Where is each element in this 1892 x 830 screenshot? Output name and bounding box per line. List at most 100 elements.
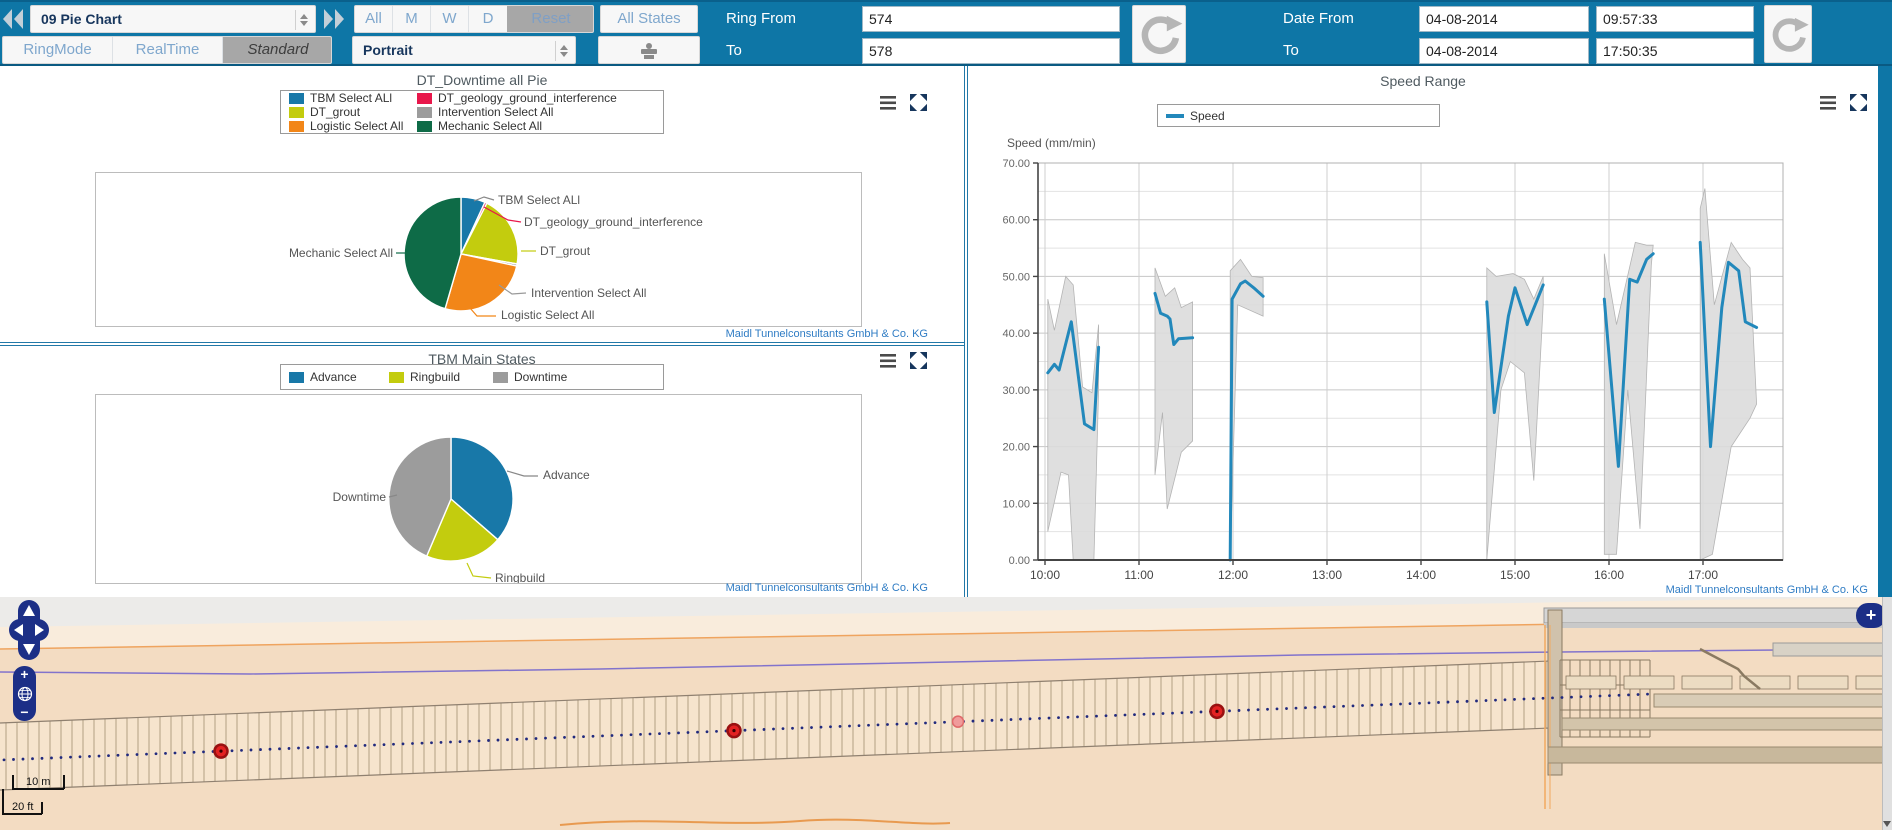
- legend-item: Advance: [289, 370, 385, 384]
- main-states-pie-chart[interactable]: AdvanceDowntimeRingbuild: [96, 395, 861, 583]
- legend-label: DT_geology_ground_interference: [438, 91, 617, 105]
- legend-item: Intervention Select All: [417, 105, 655, 119]
- toolbar: 09 Pie Chart AllMWD Reset All States Rin…: [0, 0, 1892, 66]
- y-tick-label: 40.00: [1002, 328, 1030, 340]
- x-tick-label: 15:00: [1500, 568, 1530, 582]
- map-scrollbar[interactable]: [1882, 597, 1892, 830]
- chart-select-value: 09 Pie Chart: [41, 11, 122, 27]
- legend-swatch: [417, 121, 432, 132]
- scroll-down-icon[interactable]: [1883, 821, 1891, 827]
- watermark: Maidl Tunnelconsultants GmbH & Co. KG: [1666, 584, 1868, 596]
- x-tick-label: 11:00: [1124, 568, 1153, 582]
- map-zoom-control: + −: [13, 666, 36, 721]
- y-tick-label: 70.00: [1002, 158, 1030, 170]
- chevron-up-down-icon: [555, 41, 571, 61]
- legend-label: Logistic Select All: [310, 119, 403, 133]
- range-button-all[interactable]: All: [355, 6, 393, 32]
- x-tick-label: 10:00: [1030, 568, 1060, 582]
- scale-label-imperial: 20 ft: [12, 801, 33, 813]
- panel-icon-group: [880, 94, 927, 111]
- legend-swatch: [289, 121, 304, 132]
- tunnel-profile-map[interactable]: + − 10 m 20 ft +: [0, 597, 1892, 830]
- globe-icon[interactable]: [17, 686, 33, 702]
- refresh-ring-button[interactable]: [1132, 5, 1186, 63]
- legend-item: Logistic Select All: [289, 119, 413, 133]
- speed-range-band: [1230, 259, 1263, 560]
- speed-range-band: [1155, 268, 1193, 509]
- pie-callout-label: Logistic Select All: [501, 308, 594, 322]
- legend-swatch: [417, 107, 432, 118]
- pie-callout-label: Ringbuild: [495, 571, 545, 583]
- speed-range-chart[interactable]: 0.0010.0020.0030.0040.0050.0060.0070.001…: [968, 66, 1878, 595]
- ring-from-input[interactable]: [862, 6, 1120, 32]
- scale-label-metric: 10 m: [26, 776, 50, 788]
- pan-control[interactable]: [6, 599, 52, 663]
- ring-to-label: To: [726, 37, 742, 65]
- dashboard: 09 Pie Chart AllMWD Reset All States Rin…: [0, 0, 1892, 830]
- time-from-input[interactable]: [1596, 6, 1754, 32]
- range-button-d[interactable]: D: [469, 6, 507, 32]
- expand-icon[interactable]: [910, 94, 927, 111]
- legend-swatch: [289, 107, 304, 118]
- ring-to-input[interactable]: [862, 38, 1120, 64]
- orientation-select-value: Portrait: [363, 42, 413, 58]
- background-strip: [1878, 66, 1892, 597]
- chart-select[interactable]: 09 Pie Chart: [30, 5, 316, 33]
- mode-button-ringmode[interactable]: RingMode: [3, 37, 113, 63]
- prev-chart-button[interactable]: [2, 5, 24, 33]
- y-tick-label: 30.00: [1002, 385, 1030, 397]
- chart-panels: DT_Downtime all Pie TBM Select ALlDT_geo…: [0, 66, 1892, 597]
- ring-event-marker-pink[interactable]: [953, 716, 964, 727]
- x-tick-label: 12:00: [1218, 568, 1248, 582]
- panel-icon-group: [880, 352, 927, 369]
- legend-label: Mechanic Select All: [438, 119, 542, 133]
- callout-leader: [467, 563, 491, 578]
- x-tick-label: 16:00: [1594, 568, 1624, 582]
- legend-item: Ringbuild: [389, 370, 489, 384]
- legend-item: Mechanic Select All: [417, 119, 655, 133]
- pie-callout-label: Intervention Select All: [531, 286, 646, 300]
- menu-icon[interactable]: [880, 96, 896, 110]
- legend-swatch: [289, 372, 304, 383]
- range-button-w[interactable]: W: [431, 6, 469, 32]
- legend-item: DT_grout: [289, 105, 413, 119]
- legend-swatch: [389, 372, 404, 383]
- next-chart-button[interactable]: [322, 5, 346, 33]
- downtime-pie-chart[interactable]: TBM Select ALlDT_geology_ground_interfer…: [96, 173, 861, 326]
- pie-callout-label: Mechanic Select All: [289, 246, 393, 260]
- expand-icon[interactable]: [910, 352, 927, 369]
- legend-item: TBM Select ALl: [289, 91, 413, 105]
- mode-button-standard[interactable]: Standard: [223, 37, 332, 63]
- zoom-out-button[interactable]: −: [20, 706, 28, 719]
- zoom-in-button[interactable]: +: [20, 668, 28, 681]
- legend-label: Ringbuild: [410, 370, 460, 384]
- panel-main-states-pie: TBM Main States AdvanceRingbuildDowntime…: [0, 346, 964, 595]
- panel-divider: [964, 66, 968, 597]
- mode-button-group: RingModeRealTimeStandard: [2, 36, 332, 64]
- refresh-date-button[interactable]: [1764, 5, 1812, 63]
- tunnel-profile-drawing: [0, 597, 1892, 830]
- legend-label: Advance: [310, 370, 357, 384]
- callout-leader: [507, 471, 538, 476]
- time-to-input[interactable]: [1596, 38, 1754, 64]
- all-states-button[interactable]: All States: [600, 5, 698, 33]
- speed-range-band: [1048, 276, 1099, 560]
- date-to-input[interactable]: [1419, 38, 1589, 64]
- print-button[interactable]: [598, 36, 700, 64]
- legend-swatch: [289, 93, 304, 104]
- date-from-input[interactable]: [1419, 6, 1589, 32]
- panel-speed-range: Speed Range Speed Speed (mm/min) 0.0010.…: [968, 66, 1878, 595]
- y-tick-label: 10.00: [1002, 498, 1030, 510]
- reset-button[interactable]: Reset: [507, 6, 594, 32]
- panel-downtime-pie: DT_Downtime all Pie TBM Select ALlDT_geo…: [0, 66, 964, 342]
- menu-icon[interactable]: [880, 354, 896, 368]
- range-button-group: AllMWD Reset: [354, 5, 594, 33]
- legend-label: TBM Select ALl: [310, 91, 392, 105]
- orientation-select[interactable]: Portrait: [352, 36, 576, 64]
- range-button-m[interactable]: M: [393, 6, 431, 32]
- pie1-legend: TBM Select ALl DT_geology_ground_interfer…: [280, 90, 664, 134]
- mode-button-realtime[interactable]: RealTime: [113, 37, 223, 63]
- range-cells: AllMWD: [355, 6, 507, 32]
- y-tick-label: 50.00: [1002, 271, 1030, 283]
- legend-label: Intervention Select All: [438, 105, 553, 119]
